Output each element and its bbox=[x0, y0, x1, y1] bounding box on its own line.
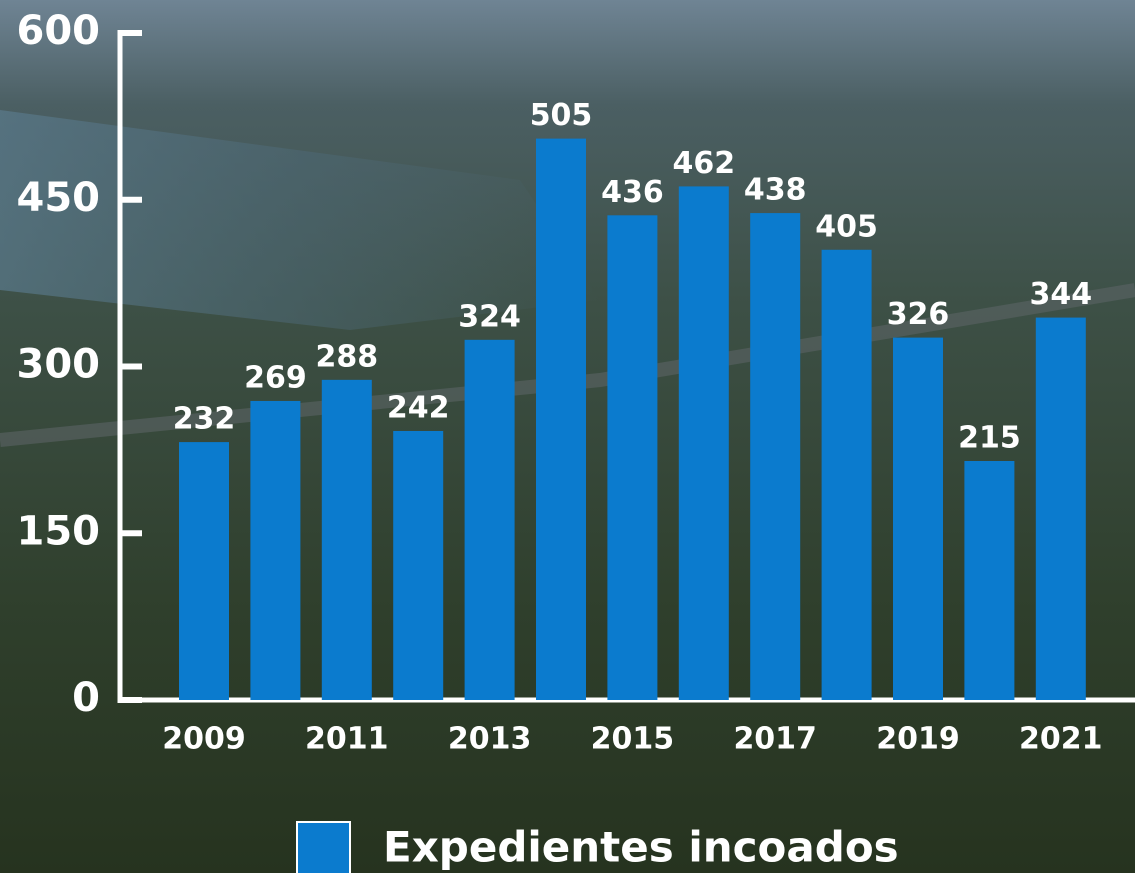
bar bbox=[964, 460, 1015, 700]
legend-swatch bbox=[296, 821, 351, 873]
data-label: 436 bbox=[601, 175, 664, 210]
x-tick-label: 2017 bbox=[733, 722, 817, 757]
bar bbox=[750, 213, 801, 700]
bar bbox=[464, 339, 515, 700]
data-label: 324 bbox=[458, 299, 521, 334]
bar bbox=[179, 442, 229, 700]
bar bbox=[1035, 317, 1086, 700]
y-tick-label: 300 bbox=[17, 342, 101, 388]
data-label: 405 bbox=[815, 209, 878, 244]
bar bbox=[607, 215, 658, 700]
data-label: 242 bbox=[387, 390, 450, 425]
x-tick-label: 2021 bbox=[1019, 722, 1103, 757]
y-tick-label: 150 bbox=[17, 508, 101, 554]
x-tick-label: 2015 bbox=[591, 722, 675, 757]
background-water bbox=[0, 110, 600, 330]
x-tick-label: 2013 bbox=[448, 722, 532, 757]
data-label: 326 bbox=[887, 297, 950, 332]
y-tick-label: 0 bbox=[72, 675, 100, 721]
data-label: 438 bbox=[744, 173, 807, 208]
bar bbox=[321, 379, 372, 700]
x-tick-label: 2011 bbox=[305, 722, 389, 757]
bar bbox=[678, 186, 729, 700]
bar bbox=[536, 138, 586, 700]
legend-label: Expedientes incoados bbox=[383, 823, 899, 872]
bar bbox=[393, 430, 444, 700]
bar bbox=[250, 400, 301, 700]
background-road bbox=[0, 283, 1135, 447]
x-tick-label: 2019 bbox=[876, 722, 960, 757]
data-label: 462 bbox=[672, 146, 735, 181]
data-label: 505 bbox=[530, 98, 593, 133]
data-label: 288 bbox=[315, 339, 378, 374]
data-label: 269 bbox=[244, 360, 307, 395]
bar bbox=[821, 249, 872, 700]
bar bbox=[893, 337, 943, 700]
data-label: 215 bbox=[958, 420, 1021, 455]
x-tick-label: 2009 bbox=[162, 722, 246, 757]
y-tick-label: 600 bbox=[17, 8, 101, 54]
y-tick-label: 450 bbox=[17, 175, 101, 221]
data-label: 344 bbox=[1029, 277, 1092, 312]
data-label: 232 bbox=[173, 402, 236, 437]
